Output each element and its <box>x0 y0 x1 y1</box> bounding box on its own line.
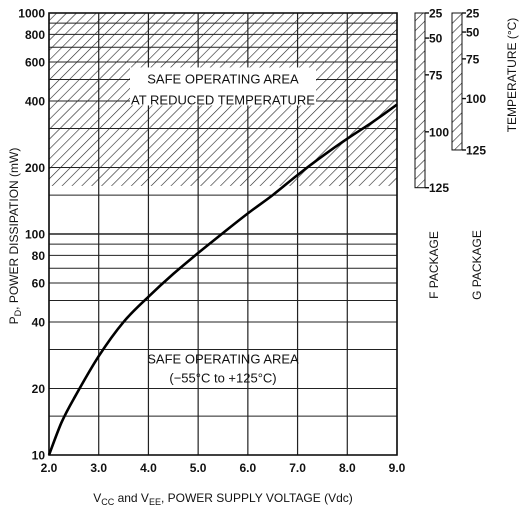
y-tick-label: 1000 <box>18 7 45 21</box>
x-tick-label: 7.0 <box>289 461 306 475</box>
x-tick-label: 3.0 <box>90 461 107 475</box>
temperature-bar <box>451 12 463 151</box>
y-tick-label: 20 <box>32 382 46 396</box>
y-tick-label: 40 <box>32 315 46 329</box>
temperature-tick-label: 125 <box>429 181 449 195</box>
temperature-tick-label: 25 <box>429 7 443 21</box>
region-label-backdrop <box>130 67 316 106</box>
y-tick-label: 80 <box>32 249 46 263</box>
y-tick-label: 100 <box>25 228 45 242</box>
x-tick-label: 2.0 <box>41 461 58 475</box>
x-tick-label: 8.0 <box>339 461 356 475</box>
region-label-line1: SAFE OPERATING AREA <box>147 71 299 86</box>
y-tick-label: 10 <box>32 449 46 463</box>
region-label-line2: (−55°C to +125°C) <box>169 370 276 385</box>
y-tick-label: 600 <box>25 56 45 70</box>
temperature-tick-label: 125 <box>466 143 486 157</box>
power-curve <box>47 103 398 456</box>
y-axis-title: PD, POWER DISSIPATION (mW) <box>7 148 23 325</box>
region-label-line1: SAFE OPERATING AREA <box>147 351 299 366</box>
y-tick-label: 800 <box>25 28 45 42</box>
temperature-tick-label: 25 <box>466 7 480 21</box>
temperature-tick-label: 75 <box>429 68 443 82</box>
y-tick-label: 60 <box>32 277 46 291</box>
package-label: G PACKAGE <box>470 230 484 300</box>
x-axis-title: VCC and VEE, POWER SUPPLY VOLTAGE (Vdc) <box>93 491 353 507</box>
temperature-tick-label: 100 <box>429 125 449 139</box>
temperature-bar <box>414 12 426 189</box>
x-tick-label: 9.0 <box>389 461 406 475</box>
y-tick-label: 400 <box>25 94 45 108</box>
package-label: F PACKAGE <box>427 231 441 299</box>
y-tick-label: 200 <box>25 161 45 175</box>
temperature-axis-label: TEMPERATURE (°C) <box>505 18 519 133</box>
plot-frame <box>48 12 398 456</box>
x-tick-label: 4.0 <box>140 461 157 475</box>
x-tick-label: 5.0 <box>190 461 207 475</box>
x-tick-label: 6.0 <box>240 461 257 475</box>
temperature-tick-label: 50 <box>466 26 480 40</box>
temperature-tick-label: 50 <box>429 32 443 46</box>
temperature-tick-label: 100 <box>466 92 486 106</box>
region-label-line2: AT REDUCED TEMPERATURE <box>131 93 315 108</box>
temperature-tick-label: 75 <box>466 52 480 66</box>
